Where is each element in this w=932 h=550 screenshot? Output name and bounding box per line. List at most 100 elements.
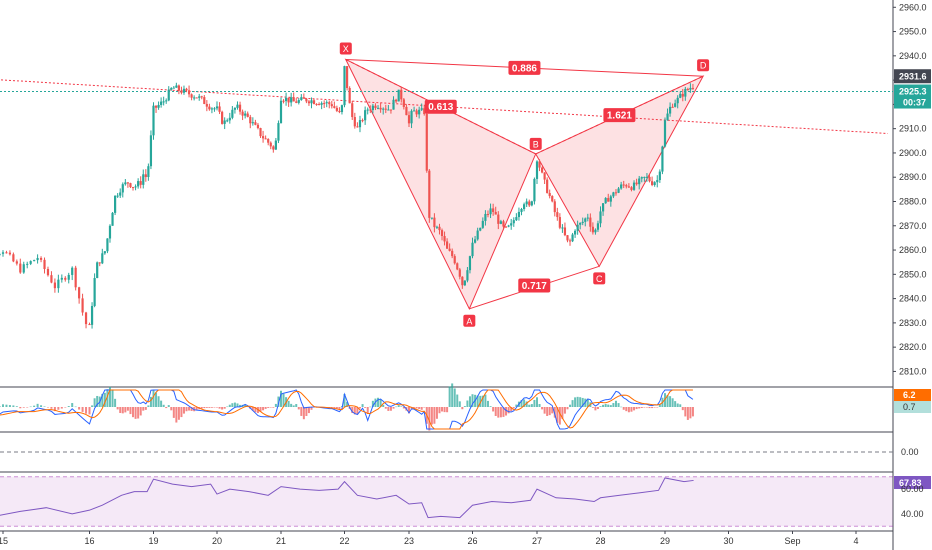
macd-histogram-bar	[392, 407, 395, 409]
candle-body	[121, 184, 124, 193]
macd-histogram-bar	[643, 407, 646, 408]
candle-body	[510, 223, 513, 226]
candle-body	[335, 107, 338, 111]
macd-histogram-bar	[658, 403, 661, 407]
macd-histogram-bar	[144, 407, 147, 410]
macd-histogram-bar	[571, 400, 574, 407]
macd-histogram-bar	[669, 396, 672, 407]
macd-histogram-bar	[310, 407, 313, 410]
macd-histogram-bar	[5, 404, 8, 407]
macd-histogram-bar	[0, 406, 1, 407]
candle-body	[108, 225, 112, 239]
macd-histogram-bar	[190, 407, 193, 411]
candle-body	[502, 221, 505, 227]
candle-body	[589, 217, 592, 227]
candle-body	[395, 99, 398, 102]
point-label-a	[463, 314, 476, 327]
macd-histogram-bar	[599, 406, 602, 407]
candle-body	[279, 100, 283, 124]
macd-histogram-bar	[420, 407, 423, 410]
candle-body	[364, 110, 367, 121]
macd-histogram-bar	[108, 386, 111, 407]
macd-histogram-bar	[456, 394, 459, 407]
candle-body	[46, 269, 50, 276]
macd-histogram-bar	[679, 404, 682, 407]
candle-body	[259, 128, 262, 137]
macd-histogram-bar	[149, 396, 152, 407]
pattern-line-xb	[345, 59, 536, 155]
macd-histogram-bar	[330, 407, 333, 408]
macd-histogram-bar	[384, 407, 387, 409]
candle-body	[203, 97, 206, 104]
candle-body	[182, 88, 186, 93]
macd-histogram-bar	[218, 407, 221, 409]
candle-body	[310, 100, 313, 104]
macd-histogram-bar	[205, 407, 208, 408]
macd-histogram-bar	[620, 406, 623, 408]
candle-body	[635, 182, 638, 185]
date-tick-label: Sep	[784, 536, 800, 546]
macd-histogram-bar	[497, 407, 500, 418]
candle-body	[620, 184, 623, 189]
macd-histogram-bar	[15, 406, 18, 407]
rsi-line	[0, 477, 694, 519]
macd-histogram-bar	[282, 393, 285, 407]
candle-body	[458, 269, 461, 277]
macd-histogram-bar	[182, 407, 185, 414]
candle-body	[340, 105, 344, 113]
candle-body	[504, 226, 508, 228]
candle-body	[154, 105, 158, 108]
candle-body	[540, 167, 544, 173]
candle-body	[213, 108, 216, 110]
candle-body	[134, 186, 137, 188]
macd-histogram-bar	[413, 407, 416, 408]
candle-body	[53, 282, 56, 289]
candle-body	[307, 101, 311, 104]
date-tick-label: 4	[853, 536, 858, 546]
candle-body	[612, 192, 615, 197]
ratio-label-text: 0.613	[428, 102, 453, 113]
candle-body	[228, 117, 231, 121]
candle-body	[622, 184, 625, 186]
macd-histogram-bar	[338, 407, 341, 410]
macd-histogram-bar	[208, 407, 211, 408]
macd-histogram-bar	[81, 407, 84, 412]
macd-histogram-bar	[210, 407, 213, 408]
macd-histogram-bar	[134, 407, 137, 419]
candle-body	[645, 176, 649, 178]
candle-body	[60, 277, 63, 280]
candle-body	[379, 107, 382, 110]
macd-histogram-bar	[132, 407, 135, 418]
macd-histogram-bar	[142, 407, 145, 411]
candle-body	[190, 94, 193, 98]
macd-histogram-bar	[8, 405, 11, 407]
date-axis[interactable]: 15 16 19 20 21 22 23 26 27 28 29 30 Sep 4	[0, 531, 859, 546]
candle-body	[525, 201, 528, 205]
date-tick-label: 23	[404, 536, 414, 546]
macd-histogram-bar	[481, 395, 484, 407]
macd-histogram-bar	[67, 406, 70, 407]
macd-histogram-bar	[302, 407, 305, 420]
candle-body	[440, 230, 444, 237]
macd-histogram-bar	[114, 398, 117, 407]
price-axis[interactable]: 2960.02950.02940.02930.02920.02910.02900…	[893, 2, 931, 519]
candle-body	[574, 230, 577, 235]
macd-histogram-bar	[203, 407, 206, 409]
macd-histogram-bar	[656, 407, 659, 408]
candle-body	[241, 111, 244, 116]
date-tick-label: 20	[212, 536, 222, 546]
macd-histogram-bar	[609, 405, 612, 407]
macd-histogram-bar	[19, 407, 22, 409]
macd-histogram-bar	[185, 407, 188, 412]
candle-body	[528, 201, 531, 206]
macd-histogram-bar	[418, 407, 421, 409]
trendline	[0, 79, 888, 135]
macd-histogram-bar	[591, 407, 594, 408]
macd-histogram-bar	[343, 393, 346, 407]
candle-body	[405, 106, 408, 116]
rsi-band	[0, 476, 893, 527]
macd-histogram-bar	[515, 404, 518, 407]
macd-histogram-bar	[93, 398, 96, 407]
candle-body	[256, 124, 260, 129]
